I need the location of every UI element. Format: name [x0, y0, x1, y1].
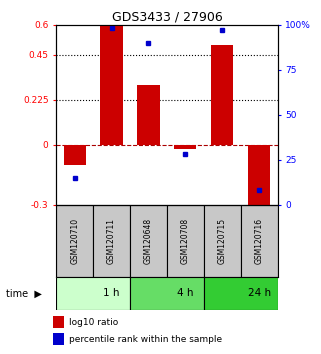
Bar [53, 333, 64, 345]
Bar [100, 25, 123, 145]
Bar [137, 85, 160, 145]
Bar [211, 45, 233, 145]
Text: GSM120711: GSM120711 [107, 218, 116, 264]
Bar [56, 277, 130, 310]
Bar [248, 145, 270, 211]
Text: GSM120648: GSM120648 [144, 218, 153, 264]
Bar [174, 145, 196, 149]
Text: GSM120716: GSM120716 [255, 218, 264, 264]
Bar [204, 205, 241, 277]
Bar [53, 316, 64, 328]
Text: 1 h: 1 h [103, 288, 120, 298]
Text: log10 ratio: log10 ratio [69, 318, 118, 326]
Text: GSM120710: GSM120710 [70, 218, 79, 264]
Text: time  ▶: time ▶ [6, 288, 42, 298]
Bar [167, 205, 204, 277]
Bar [241, 205, 278, 277]
Text: GSM120708: GSM120708 [181, 218, 190, 264]
Bar [130, 205, 167, 277]
Text: 24 h: 24 h [247, 288, 271, 298]
Title: GDS3433 / 27906: GDS3433 / 27906 [111, 11, 222, 24]
Bar [64, 145, 86, 165]
Text: 4 h: 4 h [177, 288, 194, 298]
Bar [93, 205, 130, 277]
Bar [56, 205, 93, 277]
Bar [204, 277, 278, 310]
Text: GSM120715: GSM120715 [218, 218, 227, 264]
Text: percentile rank within the sample: percentile rank within the sample [69, 335, 222, 343]
Bar [130, 277, 204, 310]
